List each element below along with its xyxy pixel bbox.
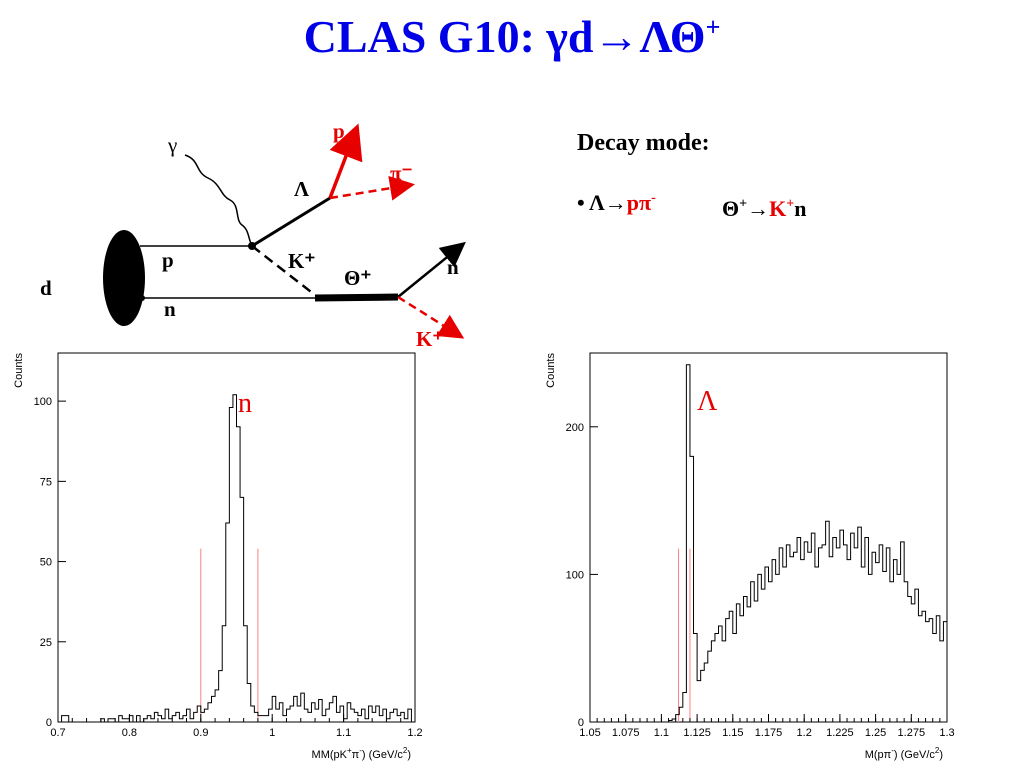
- left-xtick-label-0: 0.7: [50, 727, 65, 739]
- left-xlabel: MM(pK+π-) (GeV/c2): [312, 746, 411, 761]
- decay-theta-kaon: K: [769, 196, 787, 221]
- neutron-out-arrow: [397, 241, 466, 298]
- right-ytick-label-0: 0: [578, 717, 584, 729]
- pion-out-arrow: [329, 175, 415, 201]
- right-xtick-label-5: 1.175: [755, 727, 783, 739]
- left-ylabel: Counts: [13, 353, 25, 388]
- neutron-out-label: n: [447, 255, 459, 279]
- lambda-line: [251, 196, 331, 248]
- neutron-in-label: n: [164, 297, 176, 321]
- right-xtick-label-7: 1.225: [826, 727, 854, 739]
- left-xtick-label-1: 0.8: [122, 727, 137, 739]
- right-frame: [589, 352, 948, 723]
- right-annotation: Λ: [697, 386, 718, 417]
- decay-lambda-prefix: • Λ→: [577, 190, 627, 215]
- decay-lambda-products: pπ: [626, 190, 652, 215]
- left-xtick-label-2: 0.9: [193, 727, 208, 739]
- right-xtick-label-3: 1.125: [683, 727, 711, 739]
- right-histogram-series: [590, 364, 947, 723]
- lambda-label: Λ: [294, 177, 309, 201]
- kaon-exchange-line: [251, 245, 316, 296]
- vertex-1: [248, 242, 256, 250]
- right-ylabel: Counts: [545, 353, 557, 388]
- left-ytick-label-0: 0: [46, 717, 52, 729]
- title-superscript: +: [705, 12, 721, 42]
- right-ytick-label-1: 100: [566, 569, 584, 581]
- gamma-label: γ: [167, 133, 177, 157]
- right-xtick-label-10: 1.3: [939, 727, 954, 739]
- decay-mode-heading: Decay mode:: [577, 130, 710, 156]
- left-ytick-label-1: 25: [40, 637, 52, 649]
- deuteron-blob: [103, 230, 145, 326]
- theta-label: Θ⁺: [344, 266, 371, 290]
- decay-theta-prefix: Θ: [722, 196, 740, 221]
- decay-theta-n: n: [794, 196, 807, 221]
- decay-theta: Θ+→K+n: [722, 196, 806, 222]
- deuteron-label: d: [40, 276, 52, 300]
- decay-theta-sup2: +: [786, 196, 795, 212]
- right-xtick-label-8: 1.25: [865, 727, 886, 739]
- left-histogram-series: [58, 394, 415, 723]
- page-title: CLAS G10: γd→ΛΘ+: [0, 10, 1024, 63]
- right-xtick-label-2: 1.1: [654, 727, 669, 739]
- right-xtick-label-9: 1.275: [898, 727, 926, 739]
- kaon-mid-label: K⁺: [288, 249, 315, 273]
- decay-theta-sup1: +: [739, 196, 748, 212]
- left-frame: [57, 352, 416, 723]
- pion-label: π⁻: [390, 161, 413, 185]
- decay-lambda-sup: -: [651, 190, 656, 206]
- proton-in-label: p: [162, 248, 174, 272]
- title-main: CLAS G10: γd→ΛΘ: [303, 11, 706, 62]
- theta-line: [314, 293, 399, 302]
- left-annotation: n: [238, 388, 252, 419]
- proton-out-label: p: [333, 119, 345, 143]
- right-xtick-label-0: 1.05: [579, 727, 600, 739]
- right-xtick-label-1: 1.075: [612, 727, 640, 739]
- kaon-out-arrow: [397, 295, 465, 339]
- right-xlabel: M(pπ-) (GeV/c2): [865, 746, 943, 761]
- left-ytick-label-4: 100: [34, 396, 52, 408]
- right-ytick-label-2: 200: [566, 422, 584, 434]
- vertex-d: [139, 295, 145, 301]
- left-xtick-label-4: 1.1: [336, 727, 351, 739]
- decay-theta-arrow: →: [747, 196, 770, 221]
- photon-wave: [184, 154, 253, 247]
- left-xtick-label-3: 1: [269, 727, 275, 739]
- left-ytick-label-3: 75: [40, 476, 52, 488]
- decay-lambda: • Λ→pπ-: [577, 190, 656, 216]
- right-xtick-label-6: 1.2: [797, 727, 812, 739]
- left-ytick-label-2: 50: [40, 557, 52, 569]
- proton-out-arrow: [328, 123, 363, 199]
- kaon-out-label: K⁺: [416, 327, 443, 351]
- left-xtick-label-5: 1.2: [407, 727, 422, 739]
- right-xtick-label-4: 1.15: [722, 727, 743, 739]
